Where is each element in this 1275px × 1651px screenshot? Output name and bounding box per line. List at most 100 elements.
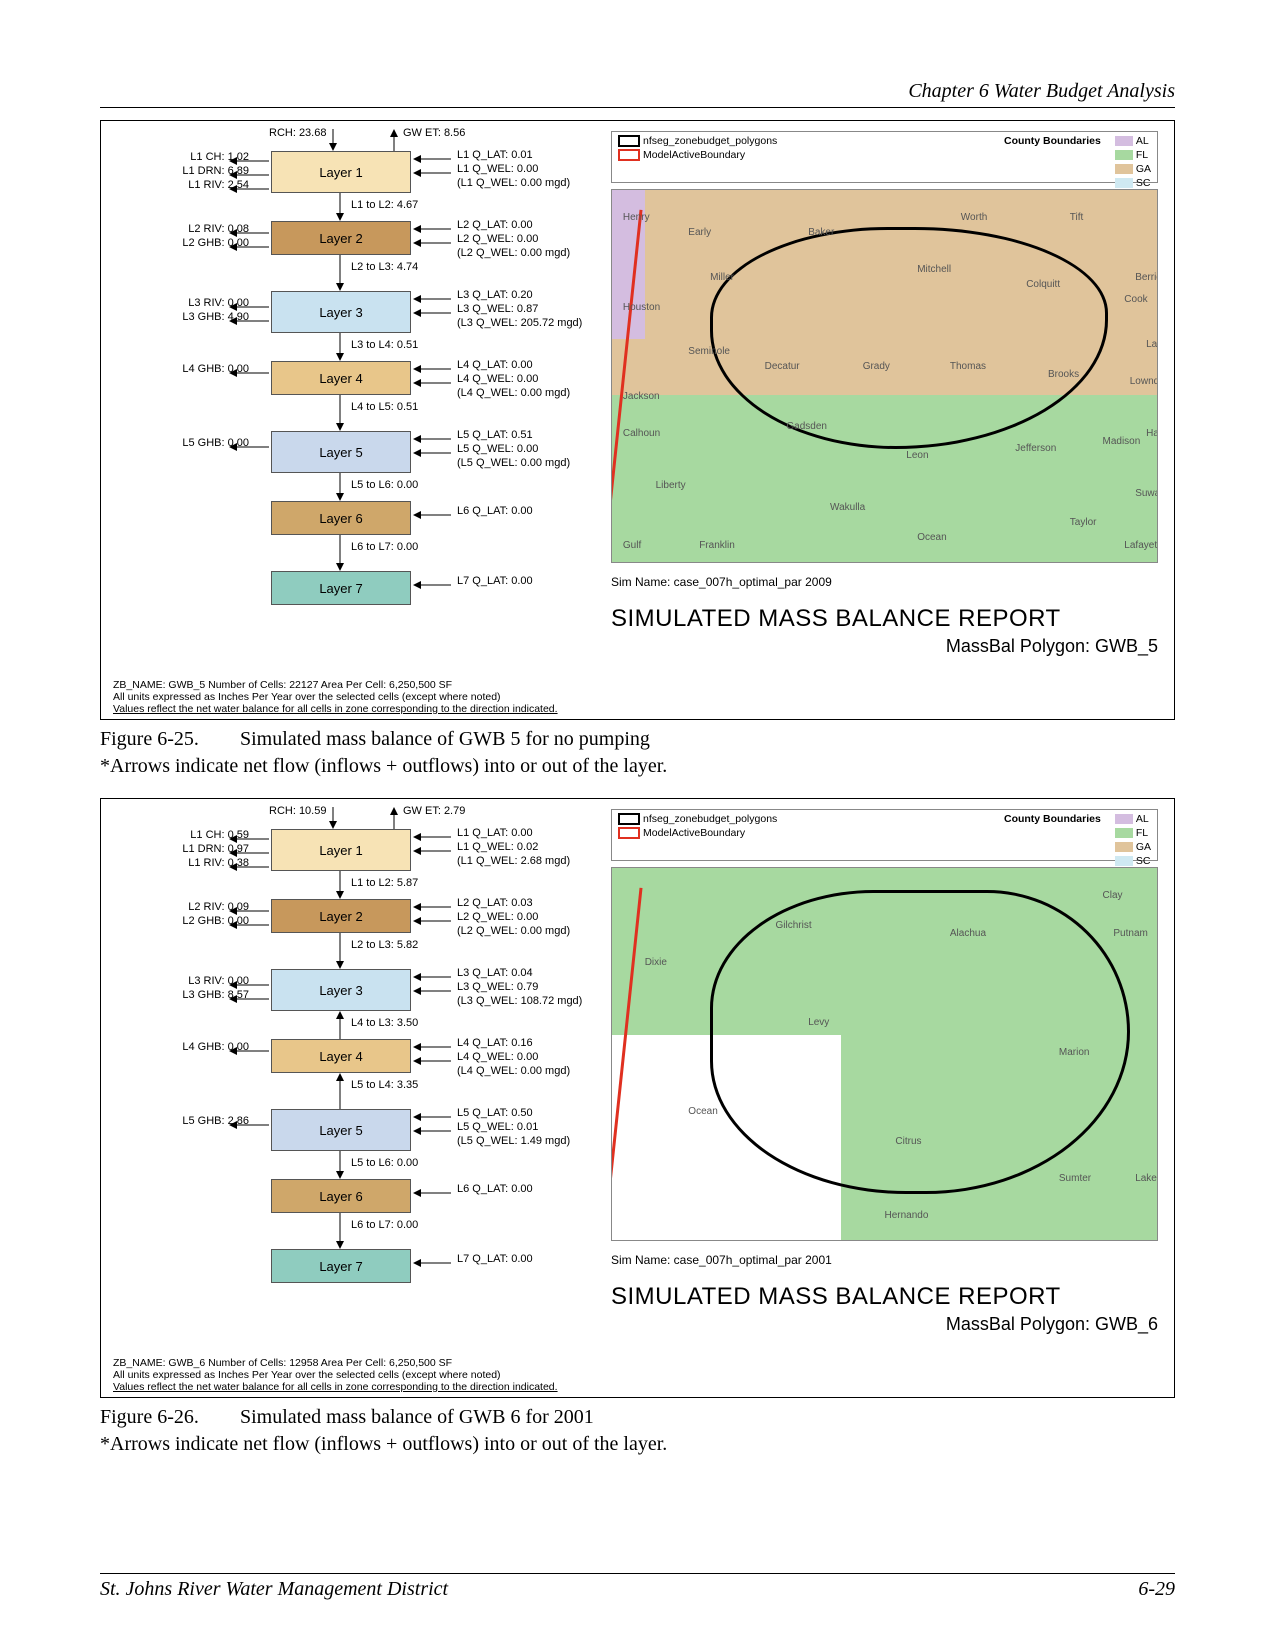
figure-caption: Figure 6-26.Simulated mass balance of GW… — [100, 1404, 1175, 1458]
right-arrow-icon — [413, 1123, 451, 1141]
right-flow-labels: L3 Q_LAT: 0.20L3 Q_WEL: 0.87(L3 Q_WEL: 2… — [457, 289, 582, 330]
legend-title: County Boundaries — [1004, 135, 1101, 147]
left-arrow-icon — [229, 1043, 269, 1061]
county-label: Seminole — [688, 346, 730, 357]
right-arrow-icon — [413, 235, 451, 253]
figure-panel: RCH: 23.68GW ET: 8.56Layer 1L1 CH: 1.02L… — [100, 120, 1175, 720]
zonebudget-polygon — [710, 890, 1130, 1194]
county-label: Franklin — [699, 540, 735, 551]
rch-label: RCH: 10.59 — [269, 805, 326, 817]
figure-label: Figure 6-26. — [100, 1404, 240, 1431]
gwet-label: GW ET: 8.56 — [403, 127, 465, 139]
right-flow-labels: L7 Q_LAT: 0.00 — [457, 575, 533, 589]
left-arrow-icon — [229, 313, 269, 331]
figure-caption-note: *Arrows indicate net flow (inflows + out… — [100, 755, 667, 777]
county-label: Lake — [1135, 1173, 1157, 1184]
left-arrow-icon — [229, 917, 269, 935]
right-arrow-icon — [413, 1053, 451, 1071]
vertical-flow-arrow-icon — [335, 395, 345, 436]
figure-caption-text: Simulated mass balance of GWB 5 for no p… — [240, 728, 650, 750]
layer-box: Layer 1 — [271, 829, 411, 871]
legend-swatch-icon — [1115, 828, 1133, 838]
report-title: SIMULATED MASS BALANCE REPORT — [611, 605, 1158, 633]
layer-box: Layer 4 — [271, 1039, 411, 1073]
county-label: Lafayette — [1124, 540, 1158, 551]
right-flow-labels: L5 Q_LAT: 0.51L5 Q_WEL: 0.00(L5 Q_WEL: 0… — [457, 429, 570, 470]
county-label: Berrien — [1135, 272, 1158, 283]
county-label: Lanier — [1146, 339, 1158, 350]
county-label: Ocean — [688, 1106, 717, 1117]
legend-swatch-icon — [618, 827, 640, 839]
county-label: Jackson — [623, 391, 660, 402]
layer-box: Layer 5 — [271, 431, 411, 473]
right-arrow-icon — [413, 983, 451, 1001]
footer-right: 6-29 — [1138, 1578, 1175, 1601]
mass-balance-diagram: RCH: 10.59GW ET: 2.79Layer 1L1 CH: 0.59L… — [101, 799, 601, 1397]
legend-item: GA — [1115, 163, 1151, 175]
legend-item: GA — [1115, 841, 1151, 853]
legend-swatch-icon — [1115, 856, 1133, 866]
gwet-label: GW ET: 2.79 — [403, 805, 465, 817]
layer-box: Layer 2 — [271, 221, 411, 255]
legend-item: nfseg_zonebudget_polygons — [618, 813, 777, 825]
right-arrow-icon — [413, 913, 451, 931]
county-label: Tift — [1070, 212, 1084, 223]
legend-item: FL — [1115, 827, 1151, 839]
county-label: Decatur — [765, 361, 800, 372]
left-arrow-icon — [229, 365, 269, 383]
county-label: Early — [688, 227, 711, 238]
right-flow-labels: L1 Q_LAT: 0.00L1 Q_WEL: 0.02(L1 Q_WEL: 2… — [457, 827, 570, 868]
layer-box: Layer 5 — [271, 1109, 411, 1151]
sim-name: Sim Name: case_007h_optimal_par 2009 — [611, 575, 832, 589]
county-label: Mitchell — [917, 264, 951, 275]
vertical-flow-label: L5 to L4: 3.35 — [351, 1079, 418, 1091]
map-report-area: nfseg_zonebudget_polygons ModelActiveBoun… — [611, 809, 1158, 1337]
vertical-flow-label: L5 to L6: 0.00 — [351, 1157, 418, 1169]
layer-box: Layer 7 — [271, 571, 411, 605]
right-flow-labels: L6 Q_LAT: 0.00 — [457, 505, 533, 519]
county-label: Colquitt — [1026, 279, 1060, 290]
figure-panel: RCH: 10.59GW ET: 2.79Layer 1L1 CH: 0.59L… — [100, 798, 1175, 1398]
layer-box: Layer 1 — [271, 151, 411, 193]
county-label: Madison — [1103, 436, 1141, 447]
legend-swatch-icon — [1115, 150, 1133, 160]
layer-box: Layer 4 — [271, 361, 411, 395]
zb-footnote: ZB_NAME: GWB_5 Number of Cells: 22127 Ar… — [113, 679, 558, 715]
layer-box: Layer 3 — [271, 291, 411, 333]
right-arrow-icon — [413, 507, 451, 525]
vertical-flow-label: L4 to L5: 0.51 — [351, 401, 418, 413]
county-label: Dixie — [645, 957, 667, 968]
vertical-flow-arrow-icon — [335, 1213, 345, 1254]
county-label: Henry — [623, 212, 650, 223]
county-label: Suwannee — [1135, 488, 1158, 499]
legend-item: SC — [1115, 177, 1151, 189]
county-label: Putnam — [1113, 928, 1147, 939]
legend-swatch-icon — [1115, 842, 1133, 852]
vertical-flow-label: L5 to L6: 0.00 — [351, 479, 418, 491]
legend-swatch-icon — [1115, 178, 1133, 188]
right-arrow-icon — [413, 375, 451, 393]
layer-box: Layer 7 — [271, 1249, 411, 1283]
right-flow-labels: L7 Q_LAT: 0.00 — [457, 1253, 533, 1267]
sim-name: Sim Name: case_007h_optimal_par 2001 — [611, 1253, 832, 1267]
county-label: Brooks — [1048, 369, 1079, 380]
vertical-flow-label: L4 to L3: 3.50 — [351, 1017, 418, 1029]
legend-swatch-icon — [1115, 164, 1133, 174]
right-flow-labels: L1 Q_LAT: 0.01L1 Q_WEL: 0.00(L1 Q_WEL: 0… — [457, 149, 570, 190]
county-label: Leon — [906, 450, 928, 461]
vertical-flow-label: L1 to L2: 5.87 — [351, 877, 418, 889]
legend-item: nfseg_zonebudget_polygons — [618, 135, 777, 147]
county-label: Cook — [1124, 294, 1147, 305]
county-label: Wakulla — [830, 502, 865, 513]
legend-item: ModelActiveBoundary — [618, 827, 777, 839]
county-label: Hamilton — [1146, 428, 1158, 439]
left-arrow-icon — [229, 439, 269, 457]
legend-swatch-icon — [1115, 136, 1133, 146]
legend-item: FL — [1115, 149, 1151, 161]
vertical-flow-arrow-icon — [335, 255, 345, 296]
county-label: Marion — [1059, 1047, 1090, 1058]
right-flow-labels: L5 Q_LAT: 0.50L5 Q_WEL: 0.01(L5 Q_WEL: 1… — [457, 1107, 570, 1148]
page-footer: St. Johns River Water Management Distric… — [100, 1573, 1175, 1601]
right-flow-labels: L3 Q_LAT: 0.04L3 Q_WEL: 0.79(L3 Q_WEL: 1… — [457, 967, 582, 1008]
county-label: Levy — [808, 1017, 829, 1028]
